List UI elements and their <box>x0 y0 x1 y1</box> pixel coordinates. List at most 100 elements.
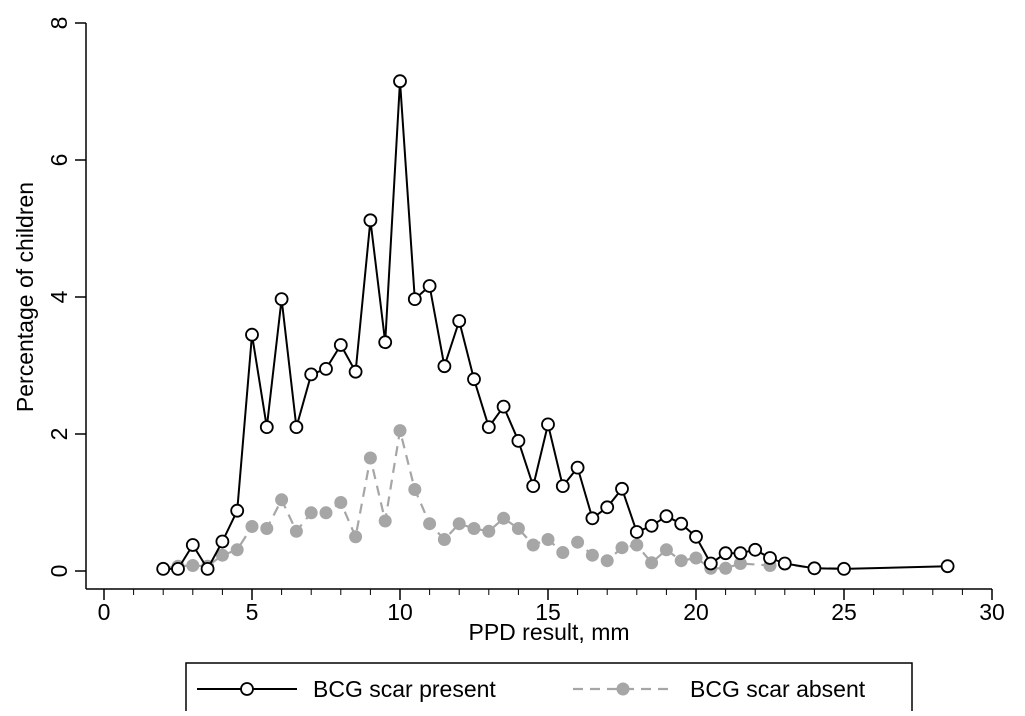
data-point <box>585 511 600 526</box>
data-point <box>452 314 467 328</box>
data-point <box>837 562 851 576</box>
data-point <box>689 529 703 544</box>
legend-marker <box>616 682 630 696</box>
y-tick-label: 0 <box>46 565 72 578</box>
y-tick-label: 6 <box>46 154 72 167</box>
data-point <box>289 524 303 538</box>
series-line <box>163 80 948 570</box>
data-point <box>674 554 688 568</box>
y-tick-label: 4 <box>46 290 72 303</box>
data-point <box>571 535 585 549</box>
y-tick-label: 2 <box>46 428 72 441</box>
series-bcg-scar-present <box>156 74 955 576</box>
data-point <box>807 561 822 576</box>
data-point <box>348 364 363 379</box>
data-point <box>200 562 215 576</box>
data-point <box>556 546 570 559</box>
data-point <box>393 74 407 89</box>
data-point <box>497 511 511 525</box>
data-point <box>585 548 599 562</box>
data-point <box>467 522 481 535</box>
legend-box <box>185 662 913 714</box>
data-point <box>526 538 540 552</box>
plot-area <box>156 74 955 576</box>
data-point <box>600 500 615 515</box>
x-tick-label: 5 <box>246 599 259 625</box>
data-point <box>541 533 555 546</box>
data-point <box>378 514 392 528</box>
data-point <box>644 518 659 533</box>
data-point <box>230 503 245 518</box>
data-point <box>600 554 614 568</box>
y-axis-label: Percentage of children <box>12 182 38 412</box>
x-tick-label: 10 <box>387 599 413 625</box>
series-bcg-scar-absent <box>156 424 851 575</box>
legend-label: BCG scar absent <box>690 676 866 702</box>
data-point <box>437 533 451 546</box>
data-point <box>659 543 673 557</box>
data-point <box>659 509 674 524</box>
data-point <box>186 559 200 572</box>
data-point <box>378 335 393 350</box>
data-point <box>304 367 319 382</box>
legend-item: BCG scar present <box>197 676 496 702</box>
x-tick-label: 20 <box>683 599 709 625</box>
data-point <box>481 420 496 435</box>
data-point <box>349 530 363 544</box>
data-point <box>319 361 333 376</box>
data-point <box>334 496 348 509</box>
data-point <box>437 359 452 374</box>
data-point <box>408 483 422 496</box>
data-point <box>259 420 274 435</box>
data-point <box>645 556 659 570</box>
data-point <box>407 292 422 307</box>
data-point <box>215 548 229 562</box>
legend-label: BCG scar present <box>313 676 496 702</box>
x-axis-label: PPD result, mm <box>468 619 629 645</box>
data-point <box>304 506 318 520</box>
data-point <box>496 399 511 414</box>
data-point <box>555 479 570 494</box>
data-point <box>763 551 777 565</box>
data-point <box>777 556 792 571</box>
data-point <box>940 559 955 574</box>
data-point <box>703 556 718 571</box>
data-point <box>615 541 629 555</box>
data-point <box>363 451 377 465</box>
data-point <box>422 279 437 293</box>
x-tick-label: 0 <box>98 599 111 625</box>
data-point <box>230 543 244 557</box>
data-point <box>570 460 585 475</box>
data-point <box>452 517 466 531</box>
data-point <box>171 562 185 576</box>
data-point <box>185 538 200 552</box>
data-point <box>260 522 274 535</box>
data-point <box>215 534 230 549</box>
data-point <box>629 525 644 539</box>
data-point <box>526 479 541 494</box>
data-point <box>541 417 555 432</box>
x-tick-label: 30 <box>979 599 1005 625</box>
data-point <box>674 516 689 531</box>
data-point <box>274 292 289 307</box>
data-point <box>245 520 259 533</box>
legend: BCG scar present BCG scar absent <box>185 662 913 714</box>
x-tick-label: 15 <box>535 599 561 625</box>
y-tick-label: 8 <box>46 17 72 30</box>
data-point <box>615 481 629 496</box>
data-point <box>718 546 733 561</box>
data-point <box>423 517 437 531</box>
data-point <box>363 213 378 228</box>
data-point <box>467 372 481 387</box>
data-point <box>482 524 496 538</box>
data-point <box>275 493 289 507</box>
data-point <box>748 542 763 557</box>
axes: 0 5 10 15 20 25 30 0 2 4 6 8 <box>46 17 1005 625</box>
data-point <box>689 551 703 565</box>
data-point <box>630 538 644 552</box>
data-point <box>289 420 304 435</box>
data-point <box>245 327 259 342</box>
data-point <box>511 522 525 535</box>
